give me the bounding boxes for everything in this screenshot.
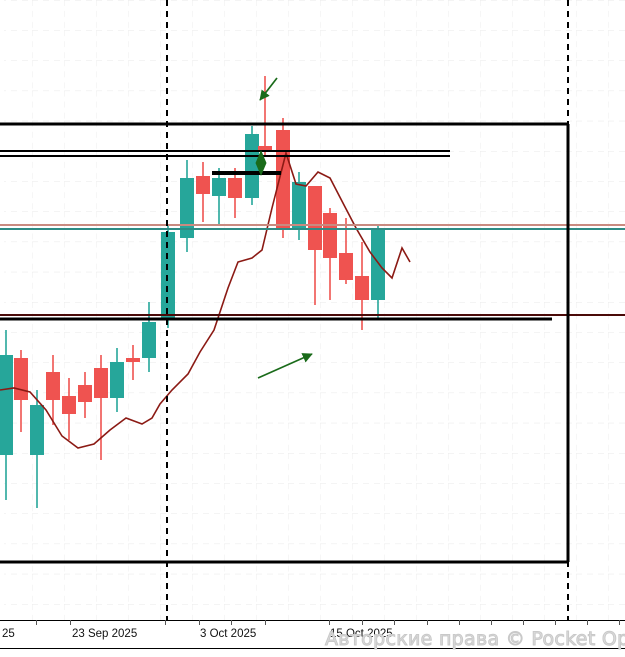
candle-body <box>161 232 175 320</box>
candle-body <box>308 186 322 250</box>
candle-body <box>78 385 92 402</box>
candle-body <box>371 230 385 300</box>
candle-body <box>196 176 210 194</box>
axis-tick <box>70 620 71 625</box>
drawn-levels-layer[interactable] <box>0 0 625 620</box>
candle-body <box>339 253 353 280</box>
candle-body <box>126 358 140 362</box>
diamond-sell-marker <box>255 150 267 176</box>
arrow-up-signal <box>257 353 313 379</box>
candle-body <box>180 178 194 238</box>
axis-date-label: 3 Oct 2025 <box>200 628 257 640</box>
candle-body <box>292 182 306 228</box>
candle-body <box>355 276 369 300</box>
x-axis[interactable]: 25 23 Sep 2025 3 Oct 2025 15 Oct 2025 <box>0 620 625 657</box>
axis-date-label: 23 Sep 2025 <box>72 628 138 640</box>
axis-tick <box>362 620 363 625</box>
price-plot-area[interactable] <box>0 0 625 620</box>
axis-top-rule <box>0 620 625 621</box>
candle-body <box>46 372 60 400</box>
candle-body <box>62 396 76 414</box>
axis-date-label: 25 <box>2 628 15 640</box>
axis-tick <box>265 620 266 625</box>
axis-tick <box>199 620 200 625</box>
axis-tick <box>394 620 395 625</box>
axis-date-label: 15 Oct 2025 <box>330 628 393 640</box>
axis-tick <box>329 620 330 625</box>
axis-tick <box>587 620 588 625</box>
candle-body <box>258 146 272 152</box>
axis-tick <box>36 620 37 625</box>
candle-body <box>228 178 242 198</box>
candle-body <box>110 362 124 398</box>
axis-tick <box>523 620 524 625</box>
candlestick-series <box>0 76 385 508</box>
axis-tick <box>165 620 166 625</box>
candle-body <box>142 322 156 358</box>
axis-bottom-rule <box>0 648 625 649</box>
axis-tick <box>555 620 556 625</box>
axis-tick <box>231 620 232 625</box>
axis-tick <box>459 620 460 625</box>
axis-tick <box>491 620 492 625</box>
axis-tick <box>619 620 620 625</box>
arrow-down-signal <box>259 77 278 101</box>
annotations-layer[interactable] <box>0 0 625 620</box>
candle-body <box>0 355 13 455</box>
axis-tick <box>427 620 428 625</box>
moving-average-line <box>0 150 411 449</box>
candle-body <box>30 405 44 455</box>
candle-body <box>212 178 226 196</box>
candle-body <box>94 368 108 398</box>
